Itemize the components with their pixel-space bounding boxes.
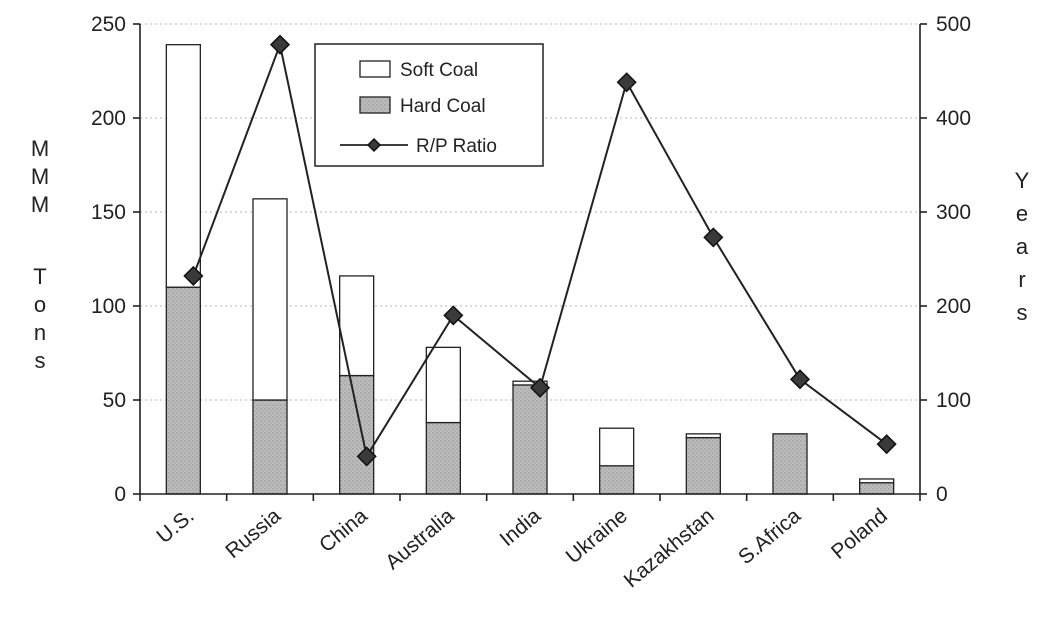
- y2-axis-label-letter: s: [1017, 300, 1028, 325]
- y-tick-label: 100: [91, 295, 126, 318]
- y-axis-label-letter: M: [31, 136, 49, 161]
- y-axis-label-letter: s: [35, 348, 46, 373]
- bar-hard-coal: [512, 384, 548, 495]
- rp-ratio-point: [356, 446, 377, 467]
- y-axis-label-letter: M: [31, 164, 49, 189]
- category-label: Kazakhstan: [620, 504, 719, 592]
- y-tick-label: 0: [114, 483, 126, 506]
- y-tick-label: 150: [91, 201, 126, 224]
- bar-hard-coal: [859, 482, 895, 495]
- category-label: Poland: [827, 504, 892, 564]
- category-label: U.S.: [152, 504, 198, 548]
- y-tick-label: 50: [103, 389, 126, 412]
- category-label: Ukraine: [562, 504, 632, 568]
- bar-hard-coal: [685, 436, 721, 495]
- y-axis-label-letter: T: [33, 264, 46, 289]
- y2-axis-label-letter: e: [1016, 201, 1028, 226]
- y2-axis-label-letter: Y: [1015, 168, 1030, 193]
- category-label: S.Africa: [734, 504, 805, 569]
- legend-label-rp-ratio: R/P Ratio: [416, 136, 497, 157]
- rp-ratio-point: [876, 434, 897, 455]
- rp-ratio-point: [269, 34, 291, 55]
- rp-ratio-point: [183, 265, 204, 286]
- legend-swatch-soft-coal: [359, 60, 391, 78]
- bar-soft-coal: [252, 198, 288, 401]
- legend-marker-rp-ratio: [366, 137, 382, 153]
- y2-tick-label: 200: [936, 295, 971, 318]
- y2-axis-label-letter: r: [1018, 267, 1025, 292]
- category-label: China: [315, 504, 372, 557]
- bar-soft-coal: [599, 427, 635, 467]
- rp-ratio-line: [183, 34, 897, 467]
- bar-soft-coal: [339, 275, 375, 377]
- y-axis-label-letter: o: [34, 292, 46, 317]
- bar-soft-coal: [512, 380, 548, 386]
- bar-soft-coal: [685, 433, 721, 439]
- bar-soft-coal: [425, 346, 461, 424]
- category-label: Australia: [381, 504, 459, 574]
- rp-ratio-point: [529, 377, 551, 398]
- bar-hard-coal: [252, 399, 288, 495]
- bar-hard-coal: [599, 465, 635, 495]
- rp-ratio-point: [616, 72, 637, 93]
- rp-ratio-point: [789, 369, 811, 390]
- y-axis-label-letter: M: [31, 192, 49, 217]
- bar-hard-coal: [772, 433, 808, 495]
- rp-ratio-point: [443, 305, 464, 326]
- legend: Soft Coal Hard Coal R/P Ratio: [314, 43, 544, 167]
- category-label: India: [496, 504, 546, 551]
- y2-tick-label: 400: [936, 107, 971, 130]
- bars: [165, 44, 895, 495]
- bar-hard-coal: [165, 286, 201, 495]
- y2-tick-label: 500: [936, 13, 971, 36]
- category-label: Russia: [221, 504, 285, 563]
- y2-tick-label: 300: [936, 201, 971, 224]
- bar-soft-coal: [165, 44, 201, 288]
- y2-tick-label: 0: [936, 483, 948, 506]
- y2-axis-label-letter: a: [1016, 234, 1029, 259]
- y-tick-label: 250: [91, 13, 126, 36]
- bar-hard-coal: [425, 421, 461, 495]
- legend-swatch-hard-coal: [359, 96, 391, 114]
- y2-tick-label: 100: [936, 389, 971, 412]
- rp-ratio-point: [703, 227, 724, 248]
- axes: [133, 23, 927, 501]
- y-axis-label-letter: n: [34, 320, 46, 345]
- bar-soft-coal: [859, 478, 895, 484]
- bar-hard-coal: [339, 374, 375, 495]
- y-tick-label: 200: [91, 107, 126, 130]
- legend-label-hard-coal: Hard Coal: [400, 96, 486, 117]
- legend-label-soft-coal: Soft Coal: [400, 60, 478, 81]
